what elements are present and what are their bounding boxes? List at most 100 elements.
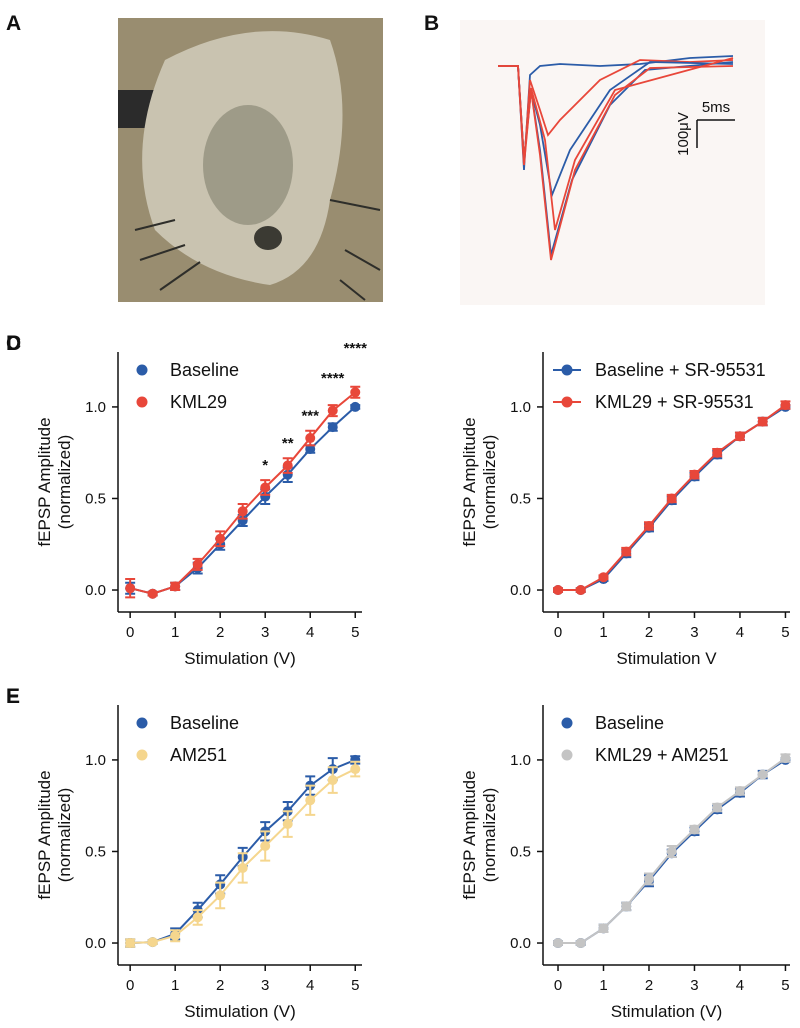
significance: *: [262, 457, 268, 474]
x-tick-label: 0: [554, 624, 562, 641]
y-axis-label: fEPSP Amplitude: [460, 770, 479, 899]
data-point: [260, 840, 271, 851]
y-tick-label: 0.0: [510, 582, 531, 599]
legend-marker: [561, 717, 573, 729]
data-point: [125, 583, 136, 594]
panel-label: A: [6, 12, 21, 35]
y-axis-label: (normalized): [55, 788, 74, 882]
x-axis-label: Stimulation (V): [184, 649, 295, 668]
legend-label: Baseline: [170, 713, 239, 733]
data-point: [147, 937, 158, 948]
y-tick-label: 0.0: [85, 935, 106, 952]
y-tick-label: 0.0: [510, 935, 531, 952]
legend-marker: [136, 364, 148, 376]
data-point: [712, 802, 723, 813]
legend-label: Baseline + SR-95531: [595, 360, 766, 380]
x-tick-label: 2: [645, 624, 653, 641]
chart: D 0.0 0.5 1.0 0 1 2 3 4 5 Stimulation V fEPSP Ampli…: [6, 332, 791, 668]
panel-label: C: [6, 332, 21, 355]
x-axis-label: Stimulation (V): [611, 1002, 722, 1021]
data-point: [305, 433, 316, 444]
data-point: [192, 559, 203, 570]
legend-label: Baseline: [595, 713, 664, 733]
legend-marker: [561, 364, 573, 376]
data-point: [689, 824, 700, 835]
x-tick-label: 3: [690, 977, 698, 994]
data-point: [643, 520, 654, 531]
data-point: [282, 460, 293, 471]
data-point: [215, 533, 226, 544]
series-line: [129, 406, 356, 595]
legend-marker: [136, 396, 148, 408]
chart: F 0.0 0.5 1.0 0 1 2 3 4 5 Stimulation (V) fEPSP Amp…: [6, 685, 791, 1021]
data-point: [553, 585, 564, 596]
x-tick-label: 4: [306, 977, 314, 994]
x-tick-label: 3: [261, 977, 269, 994]
data-point: [260, 482, 271, 493]
y-axis-label: fEPSP Amplitude: [35, 770, 54, 899]
data-point: [553, 938, 564, 949]
data-point: [350, 401, 361, 412]
data-point: [350, 387, 361, 398]
y-tick-label: 1.0: [85, 752, 106, 769]
series-line: [129, 391, 356, 595]
legend-label: Baseline: [170, 360, 239, 380]
legend-marker: [561, 749, 573, 761]
y-tick-label: 1.0: [85, 399, 106, 416]
x-tick-label: 4: [306, 624, 314, 641]
scale-time: 5ms: [702, 99, 730, 116]
data-point: [305, 795, 316, 806]
panel-label: E: [6, 685, 20, 708]
x-tick-label: 3: [690, 624, 698, 641]
x-tick-label: 2: [216, 624, 224, 641]
y-axis-label: (normalized): [480, 435, 499, 529]
data-point: [757, 416, 768, 427]
x-tick-label: 2: [645, 977, 653, 994]
data-point: [780, 400, 791, 411]
x-tick-label: 1: [171, 977, 179, 994]
x-tick-label: 5: [781, 977, 789, 994]
x-tick-label: 1: [599, 977, 607, 994]
y-axis-label: fEPSP Amplitude: [460, 417, 479, 546]
y-tick-label: 0.5: [85, 490, 106, 507]
data-point: [643, 873, 654, 884]
y-tick-label: 0.5: [510, 843, 531, 860]
y-tick-label: 1.0: [510, 752, 531, 769]
data-point: [305, 444, 316, 455]
data-point: [350, 764, 361, 775]
x-tick-label: 0: [126, 624, 134, 641]
y-tick-label: 0.0: [85, 582, 106, 599]
panel-label: B: [424, 12, 439, 35]
legend-marker: [136, 717, 148, 729]
data-point: [621, 901, 632, 912]
x-tick-label: 5: [351, 624, 359, 641]
x-axis-label: Stimulation (V): [184, 1002, 295, 1021]
y-axis-label: fEPSP Amplitude: [35, 417, 54, 546]
legend-label: KML29: [170, 392, 227, 412]
data-point: [170, 930, 181, 941]
data-point: [282, 819, 293, 830]
data-point: [666, 846, 677, 857]
x-tick-label: 2: [216, 977, 224, 994]
significance: ***: [301, 408, 319, 425]
chart: C 0.0 0.5 1.0 0 1 2 3 4 5 Stimulation (V) fEPSP Amp…: [6, 332, 367, 668]
data-point: [327, 405, 338, 416]
x-tick-label: 4: [736, 977, 744, 994]
panel-label: D: [6, 332, 21, 355]
data-point: [327, 422, 338, 433]
data-point: [147, 588, 158, 599]
x-tick-label: 0: [126, 977, 134, 994]
data-point: [780, 753, 791, 764]
data-point: [237, 506, 248, 517]
chart: E 0.0 0.5 1.0 0 1 2 3 4 5 Stimulation (V) fEPSP Amp…: [6, 685, 362, 1021]
legend-marker: [136, 749, 148, 761]
slice-photo: [118, 18, 383, 302]
data-point: [170, 581, 181, 592]
data-point: [327, 775, 338, 786]
data-point: [237, 862, 248, 873]
data-point: [575, 938, 586, 949]
y-axis-label: (normalized): [480, 788, 499, 882]
x-tick-label: 3: [261, 624, 269, 641]
legend-marker: [561, 396, 573, 408]
